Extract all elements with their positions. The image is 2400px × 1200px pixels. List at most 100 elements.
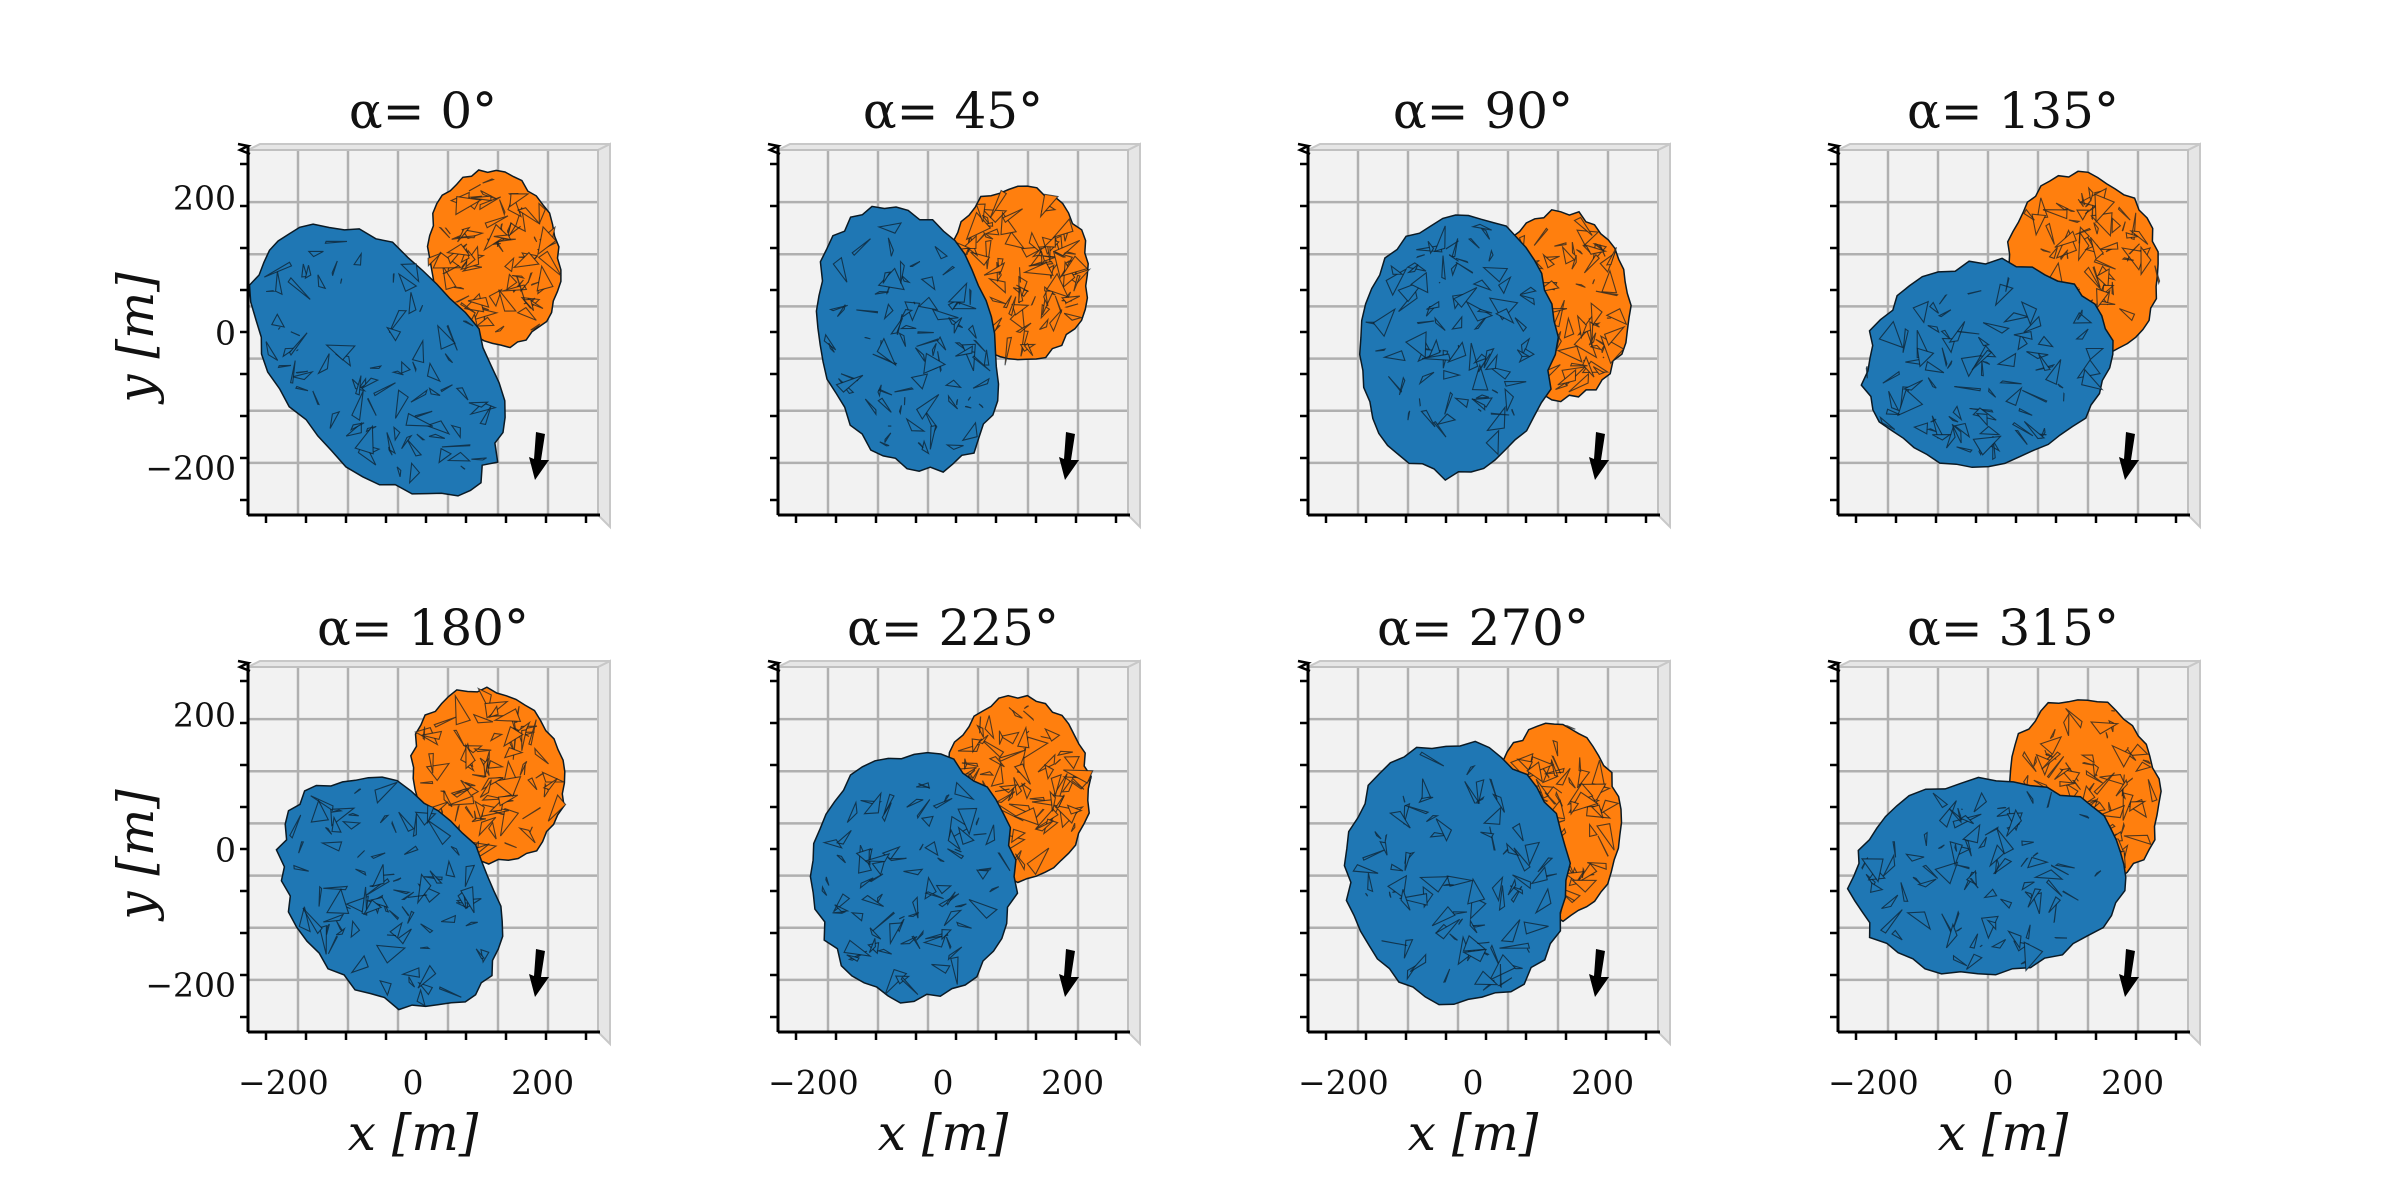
facet — [358, 377, 367, 389]
facet — [1885, 408, 1901, 416]
facet — [450, 845, 460, 856]
facet — [2072, 311, 2093, 324]
facet — [504, 256, 515, 273]
facet — [1504, 387, 1515, 412]
panel-5: α= 225° −200 0 200 x [m] — [766, 599, 1141, 1162]
facet — [975, 817, 980, 826]
facet — [411, 338, 425, 364]
facet — [2129, 230, 2149, 245]
facet — [370, 852, 386, 860]
facet — [2075, 227, 2092, 236]
facet — [1996, 828, 2015, 855]
facet — [1398, 376, 1406, 396]
facet — [478, 816, 497, 837]
facet — [2093, 258, 2116, 270]
facet — [1381, 940, 1408, 947]
facet — [1002, 295, 1012, 309]
facet — [275, 271, 283, 296]
facet — [1966, 953, 1983, 970]
facet — [398, 811, 415, 833]
facet — [864, 398, 877, 416]
facet — [2085, 347, 2105, 361]
facet — [877, 893, 883, 905]
facet — [295, 370, 308, 374]
facet — [931, 308, 959, 321]
facet — [2000, 898, 2013, 909]
facet — [1049, 309, 1063, 333]
facet — [1524, 841, 1541, 867]
facet — [906, 798, 924, 808]
facet — [354, 424, 374, 455]
facet — [1571, 241, 1576, 257]
facet — [956, 399, 959, 406]
facet — [2037, 335, 2055, 348]
facet — [865, 852, 891, 863]
facet — [391, 370, 404, 376]
orange-lobe — [426, 169, 562, 349]
facet — [1444, 391, 1454, 415]
facet — [335, 927, 346, 936]
facet — [1534, 887, 1552, 915]
facet — [2134, 761, 2153, 773]
facet — [1491, 389, 1499, 394]
facet — [2031, 213, 2047, 237]
panel-2: α= 90° — [1296, 82, 1671, 530]
facet — [881, 802, 892, 823]
facet — [1039, 317, 1049, 331]
facet — [1512, 874, 1532, 890]
facet — [1436, 413, 1457, 426]
facet — [822, 839, 843, 849]
facet — [1434, 316, 1446, 331]
facet — [2020, 301, 2038, 326]
facet — [441, 444, 471, 448]
facet — [1513, 847, 1531, 872]
facet — [1937, 309, 1952, 318]
facet — [1999, 380, 2022, 385]
direction-arrow — [529, 432, 549, 480]
facet — [972, 339, 986, 352]
facet — [941, 929, 953, 941]
facet — [975, 869, 990, 880]
facet — [919, 843, 924, 851]
facet — [2026, 856, 2050, 869]
facet — [2063, 711, 2070, 736]
facet — [1388, 891, 1392, 898]
facet — [2080, 754, 2095, 764]
facet — [406, 438, 423, 457]
facet — [1438, 281, 1441, 284]
facet — [1416, 320, 1435, 325]
facet — [1945, 425, 1956, 449]
facet — [1869, 882, 1884, 894]
direction-arrow — [529, 949, 549, 997]
facet — [1402, 795, 1406, 803]
facet — [1399, 893, 1428, 906]
facet — [836, 304, 846, 317]
facet — [493, 234, 512, 241]
facet — [488, 820, 497, 840]
facet — [412, 813, 417, 838]
facet — [1927, 324, 1940, 334]
facet — [379, 979, 392, 997]
facet — [302, 907, 323, 935]
facet — [464, 864, 476, 887]
facet — [401, 434, 413, 450]
facet — [932, 797, 953, 809]
facet — [832, 256, 848, 283]
facet — [913, 301, 916, 305]
facet — [1497, 275, 1512, 295]
panel-0: α= 0° −200 0 200 y [m] — [107, 82, 611, 530]
facet — [2147, 779, 2158, 803]
facet — [898, 915, 905, 920]
facet — [1891, 929, 1903, 941]
facet — [1982, 360, 1991, 365]
facet — [1491, 875, 1504, 903]
facet — [972, 377, 990, 389]
y-axis-label: y [m] — [107, 789, 165, 922]
facet — [828, 342, 835, 353]
facet — [1951, 423, 1962, 444]
facet — [1916, 878, 1937, 888]
facet — [876, 948, 892, 955]
facet — [1590, 344, 1603, 351]
facet — [287, 277, 311, 300]
